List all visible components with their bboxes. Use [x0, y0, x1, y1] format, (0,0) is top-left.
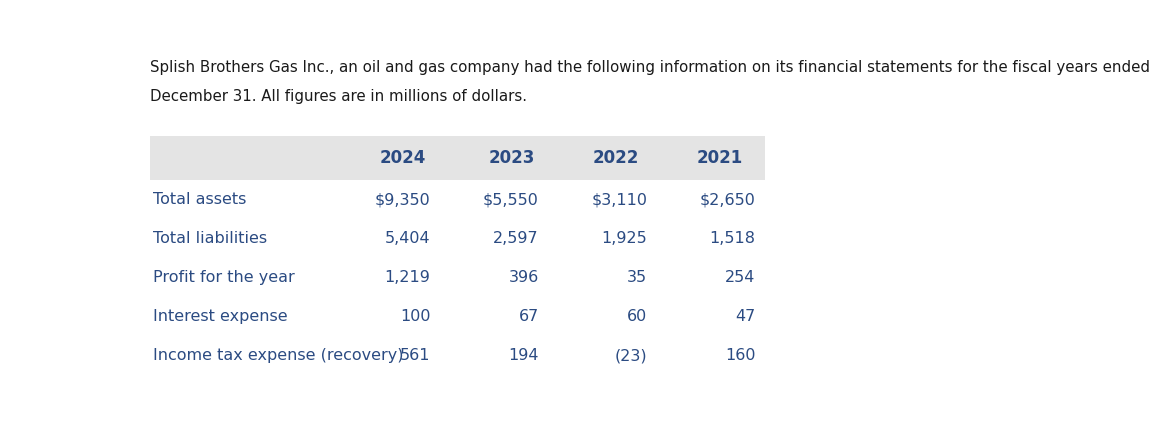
Text: Interest expense: Interest expense — [153, 309, 288, 324]
Text: 35: 35 — [627, 270, 647, 285]
Text: 67: 67 — [519, 309, 539, 324]
Text: 561: 561 — [400, 348, 430, 363]
Text: 47: 47 — [736, 309, 756, 324]
Text: $9,350: $9,350 — [374, 192, 430, 207]
Bar — [150, 180, 765, 219]
Text: 194: 194 — [508, 348, 539, 363]
Text: $2,650: $2,650 — [700, 192, 756, 207]
Text: Income tax expense (recovery): Income tax expense (recovery) — [153, 348, 403, 363]
Text: Total assets: Total assets — [153, 192, 246, 207]
Text: 2022: 2022 — [592, 149, 639, 167]
Text: 396: 396 — [508, 270, 539, 285]
Text: Profit for the year: Profit for the year — [153, 270, 295, 285]
Text: 160: 160 — [725, 348, 756, 363]
Text: Splish Brothers Gas Inc., an oil and gas company had the following information o: Splish Brothers Gas Inc., an oil and gas… — [150, 60, 1151, 75]
Text: 5,404: 5,404 — [385, 231, 430, 246]
Bar — [150, 336, 765, 375]
Text: 2,597: 2,597 — [493, 231, 539, 246]
Text: 2021: 2021 — [696, 149, 743, 167]
Bar — [150, 258, 765, 297]
Text: 1,219: 1,219 — [385, 270, 430, 285]
Text: $3,110: $3,110 — [591, 192, 647, 207]
Text: 254: 254 — [725, 270, 756, 285]
Text: 2023: 2023 — [489, 149, 535, 167]
Text: 2024: 2024 — [380, 149, 427, 167]
Bar — [150, 219, 765, 258]
Text: Total liabilities: Total liabilities — [153, 231, 267, 246]
Text: 1,925: 1,925 — [602, 231, 647, 246]
Text: 100: 100 — [400, 309, 430, 324]
Text: (23): (23) — [614, 348, 647, 363]
Bar — [150, 136, 765, 180]
Text: $5,550: $5,550 — [483, 192, 539, 207]
Text: 1,518: 1,518 — [710, 231, 756, 246]
Text: 60: 60 — [627, 309, 647, 324]
Bar — [150, 297, 765, 336]
Text: December 31. All figures are in millions of dollars.: December 31. All figures are in millions… — [150, 90, 527, 105]
